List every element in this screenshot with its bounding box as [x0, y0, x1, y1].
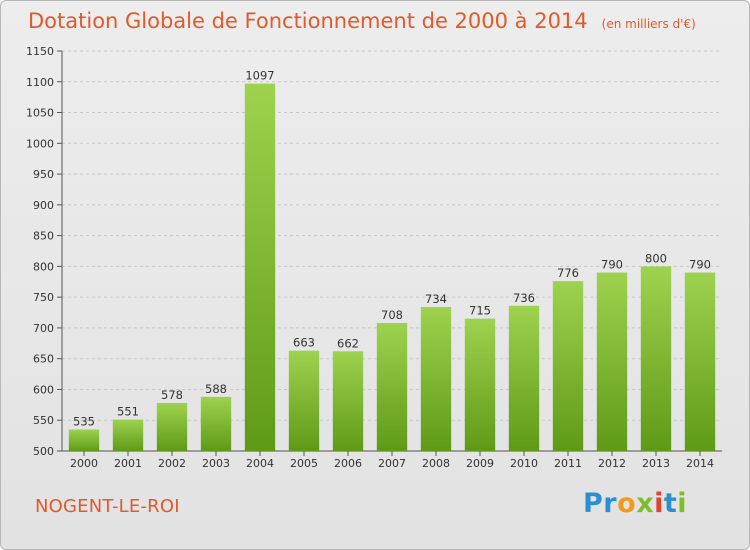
y-tick-label: 950 [33, 168, 54, 181]
x-tick-label: 2009 [466, 457, 494, 470]
logo-letter: i [654, 488, 664, 519]
data-label: 790 [689, 258, 711, 272]
x-tick-label: 2004 [246, 457, 274, 470]
bar [596, 272, 628, 451]
chart-title: Dotation Globale de Fonctionnement de 20… [28, 9, 696, 33]
proxiti-logo: Proxiti [583, 488, 687, 519]
data-label: 663 [293, 336, 315, 350]
data-label: 588 [205, 382, 227, 396]
bar [244, 83, 276, 451]
x-tick-label: 2010 [510, 457, 538, 470]
y-tick-label: 900 [33, 199, 54, 212]
y-tick-label: 550 [33, 414, 54, 427]
data-label: 578 [161, 388, 183, 402]
chart-subtitle: (en milliers d'€) [601, 17, 696, 31]
bar [420, 307, 452, 451]
x-tick-label: 2000 [70, 457, 98, 470]
bar [200, 396, 232, 451]
logo-letter: o [617, 488, 637, 519]
x-tick-label: 2014 [686, 457, 714, 470]
bar [288, 350, 320, 451]
logo-letter: i [677, 488, 688, 519]
data-label: 708 [381, 308, 403, 322]
data-label: 1097 [245, 69, 274, 83]
bar [684, 272, 716, 451]
data-label: 800 [645, 251, 667, 265]
logo-letter: t [663, 488, 678, 519]
bar [640, 266, 672, 451]
x-tick-label: 2002 [158, 457, 186, 470]
logo-letter: x [636, 488, 655, 519]
bar [376, 323, 408, 451]
logo-letter: r [603, 488, 618, 519]
x-tick-label: 2005 [290, 457, 318, 470]
bar [68, 429, 100, 451]
y-tick-label: 600 [33, 383, 54, 396]
y-tick-label: 850 [33, 230, 54, 243]
data-label: 551 [117, 405, 139, 419]
y-tick-label: 1000 [26, 137, 54, 150]
y-tick-label: 800 [33, 260, 54, 273]
data-label: 662 [337, 336, 359, 350]
data-label: 715 [469, 304, 491, 318]
x-tick-label: 2012 [598, 457, 626, 470]
bar [332, 351, 364, 451]
x-tick-label: 2001 [114, 457, 142, 470]
y-tick-label: 1100 [26, 76, 54, 89]
y-tick-label: 700 [33, 322, 54, 335]
y-tick-label: 750 [33, 291, 54, 304]
bar [508, 305, 540, 451]
logo-letter: P [583, 488, 604, 519]
data-label: 734 [425, 292, 447, 306]
y-tick-label: 1150 [26, 45, 54, 58]
y-tick-label: 500 [33, 445, 54, 458]
y-tick-label: 650 [33, 353, 54, 366]
x-tick-label: 2006 [334, 457, 362, 470]
bar [552, 281, 584, 451]
data-label: 736 [513, 291, 535, 305]
x-tick-label: 2011 [554, 457, 582, 470]
bar [464, 318, 496, 451]
data-label: 776 [557, 266, 579, 280]
x-tick-label: 2013 [642, 457, 670, 470]
bar [156, 403, 188, 451]
place-name: NOGENT-LE-ROI [35, 496, 180, 517]
data-label: 535 [73, 414, 95, 428]
x-tick-label: 2007 [378, 457, 406, 470]
y-tick-label: 1050 [26, 107, 54, 120]
data-label: 790 [601, 258, 623, 272]
bar [112, 419, 144, 451]
x-tick-label: 2003 [202, 457, 230, 470]
chart-title-text: Dotation Globale de Fonctionnement de 20… [28, 9, 588, 33]
x-tick-label: 2008 [422, 457, 450, 470]
